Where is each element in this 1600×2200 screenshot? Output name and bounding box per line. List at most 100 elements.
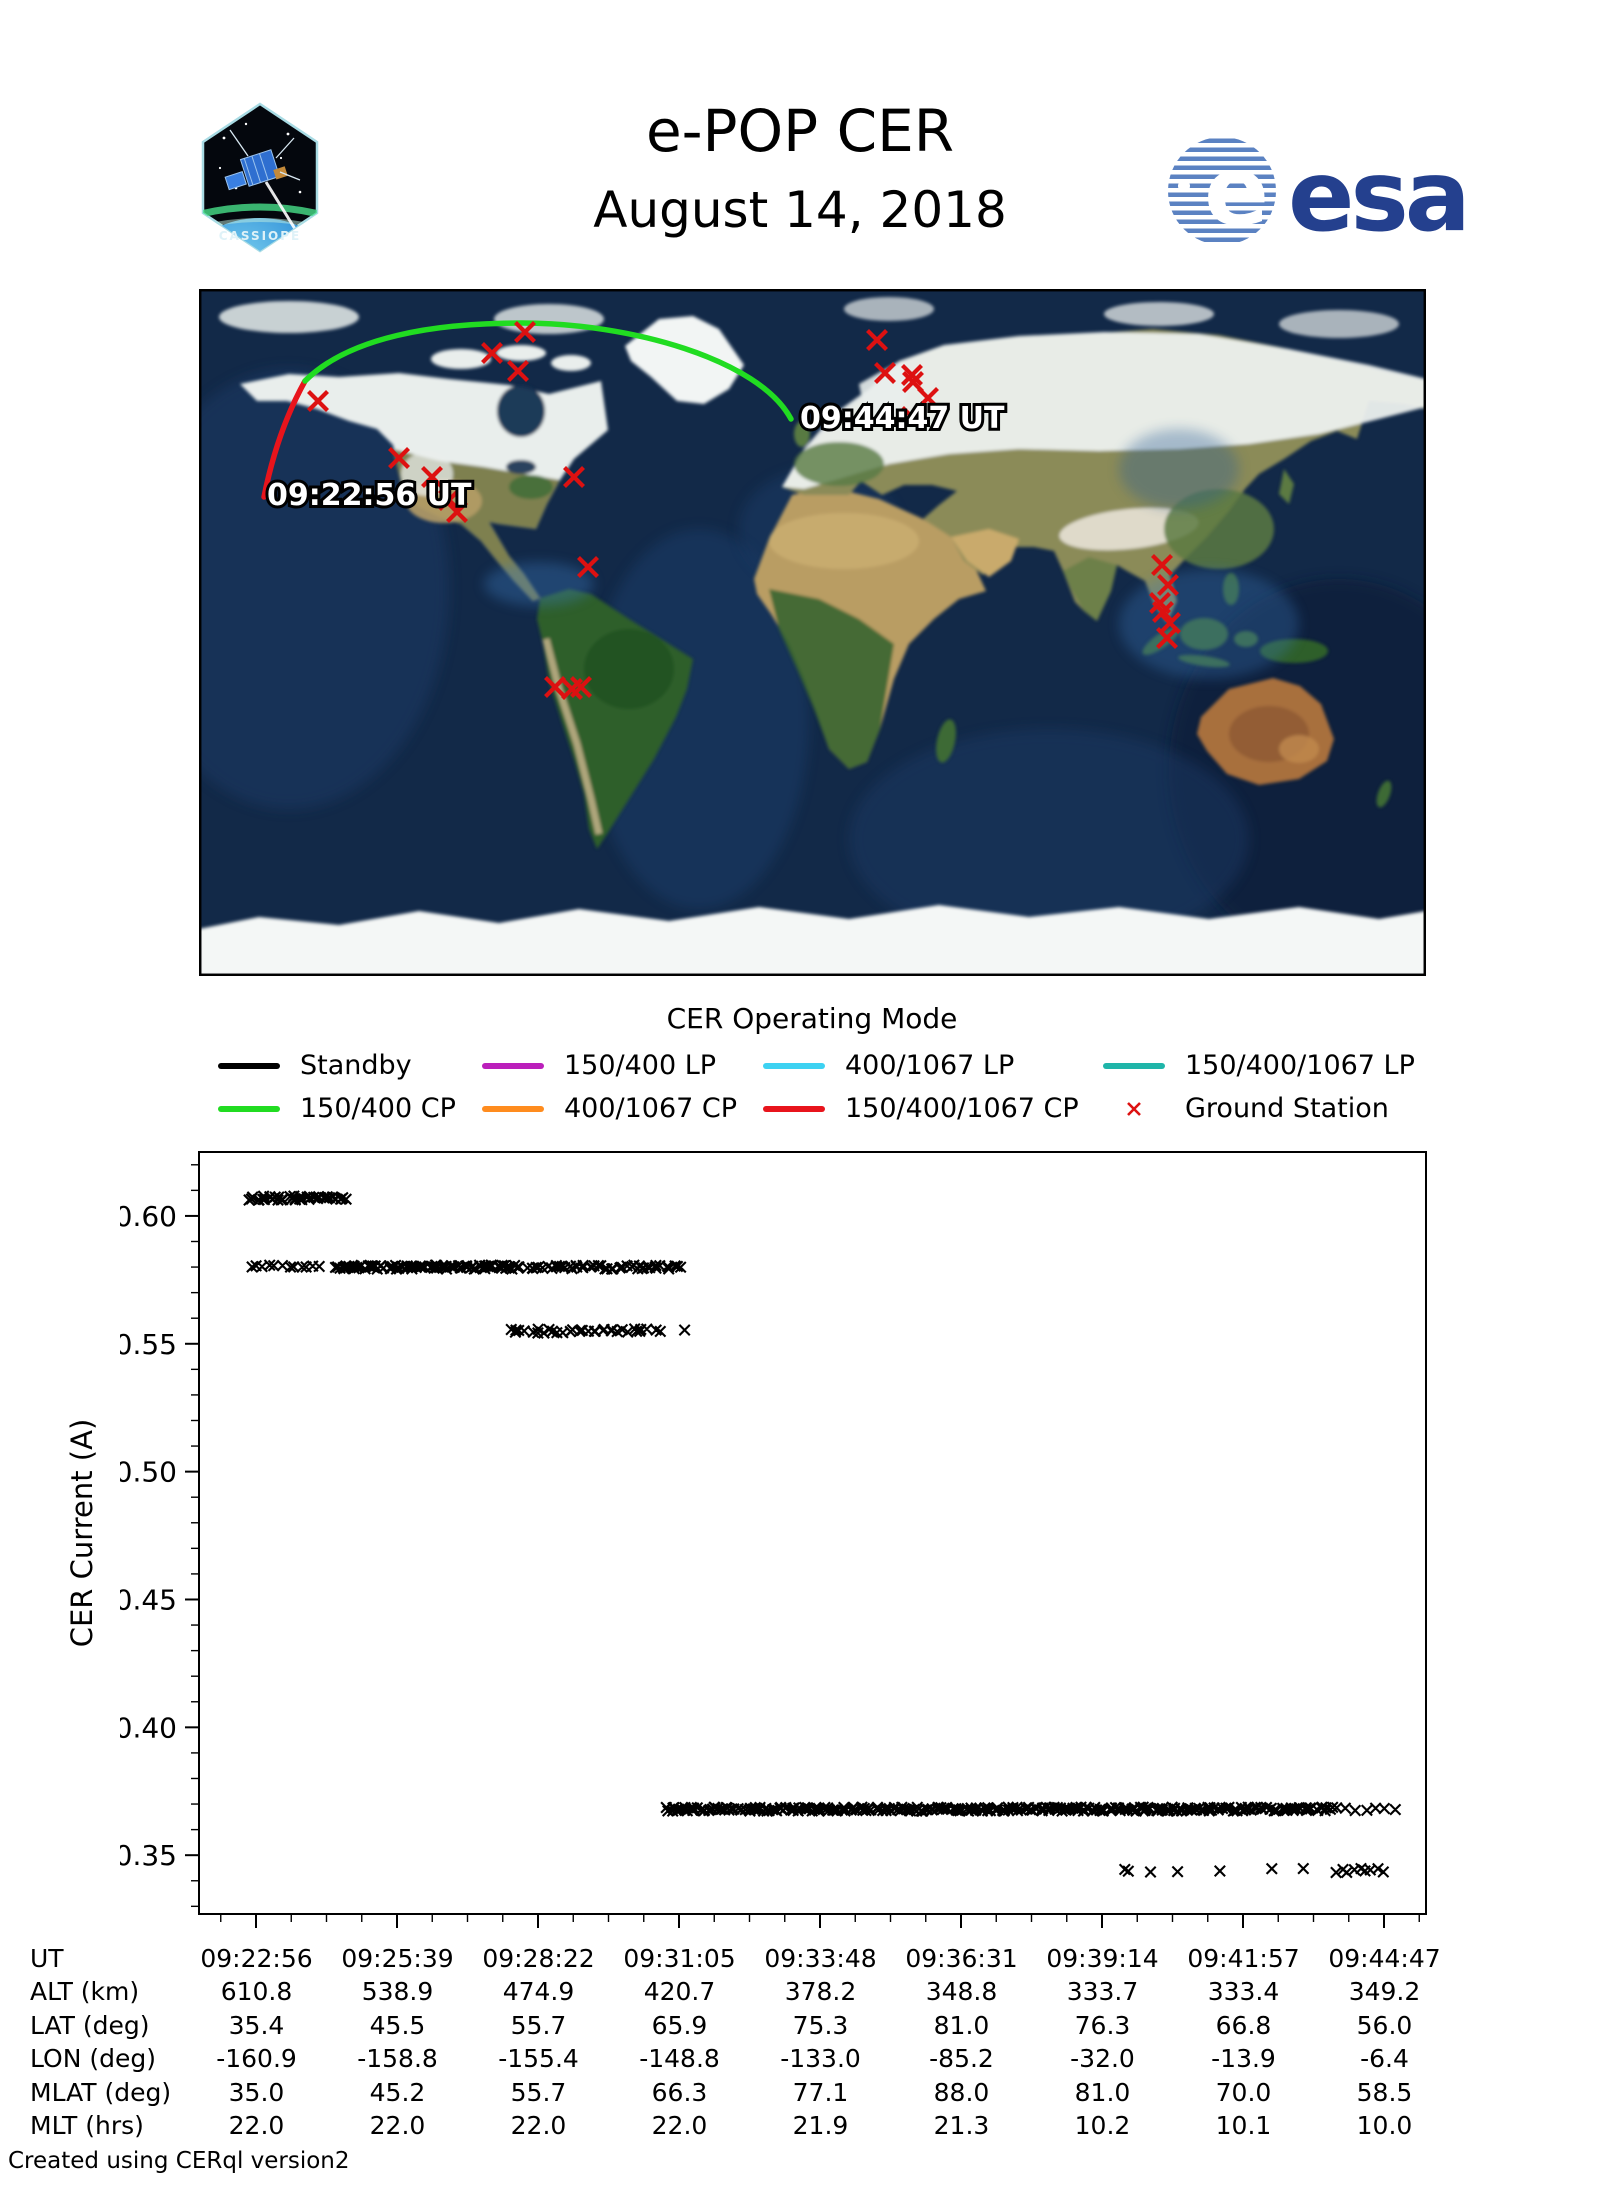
table-cell: 420.7: [643, 1977, 716, 2007]
legend-swatch-150-400-lp: [482, 1062, 544, 1069]
satellite-ground-track: [261, 320, 794, 500]
ground-station-x-marker: [1151, 554, 1173, 576]
table-cell: 333.4: [1207, 1977, 1280, 2007]
legend-item-400-1067-lp: 400/1067 LP: [763, 1044, 1103, 1087]
table-cell: 21.9: [792, 2110, 849, 2140]
table-cell: 88.0: [933, 2077, 990, 2107]
table-cell: -148.8: [639, 2044, 720, 2074]
esa-wordmark: esa: [1288, 140, 1464, 254]
table-cell: 70.0: [1215, 2077, 1272, 2107]
mode-legend: Standby 150/400 LP 400/1067 LP 150/400/1…: [218, 1044, 1433, 1130]
legend-item-standby: Standby: [218, 1044, 482, 1087]
table-row-label: ALT (km): [30, 1977, 140, 2007]
ground-station-x-marker: [388, 447, 410, 469]
table-cell: 610.8: [220, 1977, 293, 2007]
cassiope-wordmark: CASSIOPE: [219, 229, 302, 243]
y-axis-ticks: 0.35 0.40 0.45 0.50 0.55 0.60: [120, 1164, 199, 1908]
x-axis-ticks: [220, 1914, 1420, 1928]
cassiope-mission-logo: CASSIOPE: [201, 102, 319, 253]
legend-label: Ground Station: [1185, 1093, 1389, 1124]
scatter-segment: [1118, 1863, 1135, 1878]
scatter-segment: [276, 1259, 326, 1274]
y-tick-label: 0.45: [120, 1583, 177, 1616]
ground-station-x-marker: [901, 364, 923, 386]
ground-station-x-marker: [307, 390, 329, 412]
svg-text:e: e: [1204, 135, 1269, 247]
legend-swatch-150-400-cp: [218, 1105, 280, 1112]
table-cell: 09:41:57: [1187, 1944, 1300, 1973]
table-row-label: LON (deg): [30, 2044, 156, 2074]
scatter-segment: [1330, 1862, 1390, 1879]
table-cell: 09:25:39: [341, 1944, 454, 1973]
legend-label: Standby: [300, 1050, 412, 1081]
ground-station-x-marker: [446, 501, 468, 523]
table-cell: 81.0: [1074, 2077, 1131, 2107]
scatter-segment: [678, 1324, 691, 1337]
legend-item-400-1067-cp: 400/1067 CP: [482, 1087, 763, 1130]
legend-swatch-400-1067-lp: [763, 1062, 825, 1069]
legend-title: CER Operating Mode: [666, 1002, 958, 1035]
table-cell: 22.0: [369, 2110, 426, 2140]
scatter-segment: [1297, 1862, 1310, 1875]
table-cell: 10.0: [1356, 2110, 1413, 2140]
table-row-label: LAT (deg): [30, 2010, 150, 2040]
legend-swatch-150-400-1067-lp: [1103, 1062, 1165, 1069]
table-row-label: UT: [30, 1944, 64, 1973]
legend-item-150-400-lp: 150/400 LP: [482, 1044, 763, 1087]
table-cell: -160.9: [216, 2044, 297, 2074]
table-row-label: MLT (hrs): [30, 2110, 144, 2140]
ground-station-x-marker: [1157, 574, 1179, 596]
scatter-segment: [1213, 1865, 1226, 1877]
page-title: e-POP CER: [645, 97, 955, 165]
table-cell: 55.7: [510, 2077, 567, 2107]
ground-station-x-marker: [570, 676, 592, 698]
table-cell: 56.0: [1356, 2010, 1413, 2040]
track-segment: [261, 378, 308, 500]
ground-station-x-marker: [874, 362, 896, 384]
y-tick-label: 0.40: [120, 1711, 177, 1744]
scatter-segment: [243, 1190, 353, 1206]
scatter-segment: [1265, 1862, 1278, 1875]
table-cell: 09:31:05: [623, 1944, 736, 1973]
track-end-time-label: 09:44:47 UT: [800, 401, 1005, 436]
table-cell: 75.3: [792, 2010, 849, 2040]
scatter-segment: [1144, 1866, 1157, 1878]
scatter-segment: [246, 1259, 280, 1273]
legend-label: 400/1067 CP: [564, 1093, 738, 1124]
esa-globe-icon: e: [1168, 135, 1276, 247]
ground-station-x-marker: [1152, 601, 1174, 623]
continents: [199, 297, 1426, 976]
table-cell: 10.1: [1215, 2110, 1272, 2140]
esa-logo: e esa: [1168, 135, 1464, 254]
track-segment: [302, 320, 794, 422]
table-cell: -85.2: [929, 2044, 994, 2074]
table-cell: 35.4: [228, 2010, 285, 2040]
table-cell: -133.0: [780, 2044, 861, 2074]
table-cell: 81.0: [933, 2010, 990, 2040]
table-cell: 55.7: [510, 2010, 567, 2040]
table-cell: 10.2: [1074, 2110, 1131, 2140]
ground-station-markers: [307, 321, 1181, 700]
table-cell: 66.8: [1215, 2010, 1272, 2040]
legend-item-150-400-1067-cp: 150/400/1067 CP: [763, 1087, 1103, 1130]
ground-station-x-marker: [507, 360, 529, 382]
y-tick-label: 0.55: [120, 1328, 177, 1361]
legend-swatch-400-1067-cp: [482, 1105, 544, 1112]
ground-track-map: 09:22:56 UT 09:44:47 UT: [199, 289, 1426, 976]
ground-station-x-marker: [866, 329, 888, 351]
table-cell: 77.1: [792, 2077, 849, 2107]
scatter-segment: [1330, 1801, 1402, 1817]
table-cell: -13.9: [1211, 2044, 1276, 2074]
y-tick-label: 0.50: [120, 1456, 177, 1489]
track-start-time-label: 09:22:56 UT: [267, 478, 472, 513]
table-cell: 09:44:47: [1328, 1944, 1441, 1973]
table-cell: 22.0: [510, 2110, 567, 2140]
ground-station-x-marker: [421, 466, 443, 488]
scatter-segment: [1171, 1865, 1184, 1878]
scatter-segment: [329, 1259, 525, 1276]
page-date: August 14, 2018: [593, 181, 1007, 239]
footer-credit: Created using CERql version2: [8, 2148, 350, 2174]
y-tick-label: 0.60: [120, 1200, 177, 1233]
legend-swatch-150-400-1067-cp: [763, 1105, 825, 1112]
